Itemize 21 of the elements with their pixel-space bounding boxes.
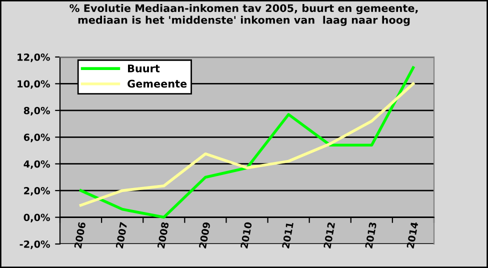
y-tick-label: 8,0%	[24, 106, 50, 116]
y-tick-label: 4,0%	[24, 160, 50, 169]
x-tick-label: 2006	[74, 222, 86, 248]
x-tick-label: 2013	[364, 222, 377, 248]
x-tick-label: 2009	[198, 222, 210, 248]
y-tick-label: 10,0%	[18, 80, 50, 89]
y-tick-label: 12,0%	[18, 53, 50, 62]
x-tick-label: 2008	[157, 222, 169, 248]
line-series	[79, 66, 415, 219]
x-tick-label: 2011	[282, 222, 294, 248]
y-tick-label: 0,0%	[24, 214, 50, 222]
chart-title: % Evolutie Mediaan-inkomen tav 2005, buurt en gemeente, mediaan is het 'middenste' inkomen van laag naar hoog	[70, 4, 418, 26]
x-tick-label: 2007	[116, 222, 128, 248]
y-tick-label: 2,0%	[24, 187, 50, 196]
legend-label: Gemeente	[128, 80, 187, 88]
y-tick-label: 6,0%	[24, 134, 50, 142]
x-tick-label: 2010	[240, 222, 252, 248]
x-tick-label: 2012	[323, 222, 336, 248]
y-tick-label: -2,0%	[20, 240, 50, 250]
legend-label: Buurt	[128, 64, 160, 72]
x-tick-label: 2014	[406, 222, 418, 248]
